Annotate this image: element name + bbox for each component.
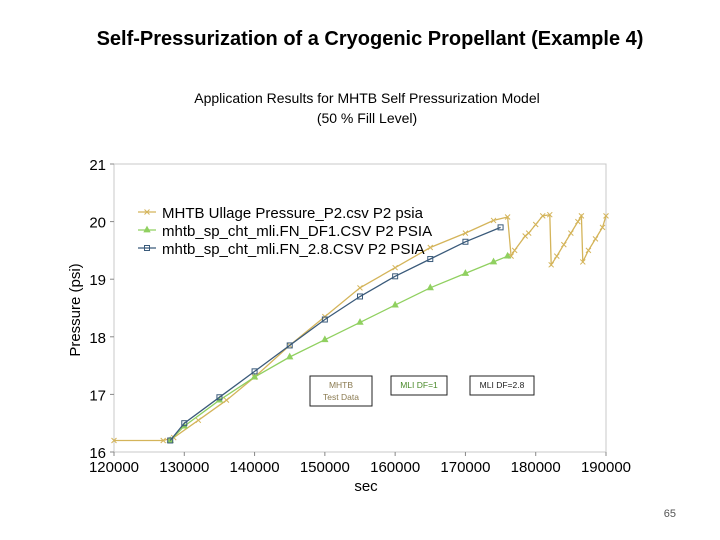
data-point [548,261,555,268]
data-point [144,209,150,215]
data-point [490,217,497,224]
chart-title-line-2: (50 % Fill Level) [316,110,418,126]
data-point [195,417,202,424]
data-point [489,257,498,265]
data-point [599,224,606,231]
legend-label: mhtb_sp_cht_mli.FN_DF1.CSV P2 PSIA [162,223,432,240]
data-point [321,316,328,323]
annotation-1: MHTB Test Data [309,375,373,407]
y-tick-label: 16 [89,445,106,462]
x-tick-label: 160000 [370,459,420,476]
data-point [250,372,259,380]
data-point [592,236,599,242]
series-line [169,226,501,441]
data-point [578,212,585,219]
series-layer [111,211,609,444]
data-point [603,212,609,219]
data-point [286,342,293,349]
annotation-box [390,375,448,396]
series-3 [167,224,504,444]
y-tick-label: 19 [89,272,106,289]
x-tick-label: 170000 [440,459,490,476]
y-tick-label: 17 [89,387,106,404]
legend-label: MHTB Ullage Pressure_P2.csv P2 psia [162,205,424,222]
data-point [504,214,511,220]
annotation-text: MLI DF=1 [400,380,438,390]
annotation-box [309,375,373,407]
data-point [167,437,174,444]
chart-title: Application Results for MHTB Self Pressu… [0,88,720,128]
data-point [462,238,469,245]
data-point [321,335,329,343]
data-point [111,437,117,444]
x-tick-label: 120000 [89,459,139,476]
data-point [392,264,398,271]
annotation-text: MHTB [329,380,353,390]
data-point [546,211,553,218]
data-point [525,230,532,236]
annotations: MHTB Test Data MLI DF=1 MLI DF=2.8 [309,375,535,407]
legend-item-2: mhtb_sp_cht_mli.FN_DF1.CSV P2 PSIA [138,223,432,240]
x-tick-label: 190000 [581,459,631,476]
data-point [216,394,223,401]
data-point [461,269,470,276]
x-axis-label: sec [354,478,378,495]
legend: MHTB Ullage Pressure_P2.csv P2 psiamhtb_… [138,205,432,258]
data-point [160,437,167,444]
data-point [181,420,188,427]
data-point [357,284,363,291]
data-point [579,259,586,265]
slide-title: Self-Pressurization of a Cryogenic Prope… [96,28,644,50]
data-point [144,245,150,251]
data-point [560,241,567,248]
data-point [462,230,469,236]
page-number: 65 [663,508,676,520]
data-point [356,318,364,325]
legend-item-1: MHTB Ullage Pressure_P2.csv P2 psia [138,205,424,222]
data-point [286,352,294,360]
annotation-text: Test Data [323,392,359,402]
data-point [532,221,539,228]
data-point [426,283,434,291]
x-tick-label: 180000 [511,459,561,476]
data-point [357,293,363,300]
data-point [391,300,399,308]
y-tick-label: 20 [89,215,106,232]
legend-item-3: mhtb_sp_cht_mli.FN_2.8.CSV P2 PSIA [138,241,425,258]
x-tick-label: 150000 [300,459,350,476]
y-tick-label: 21 [89,157,106,174]
data-point [553,253,560,260]
data-point [143,225,151,233]
annotation-2: MLI DF=1 [390,375,448,396]
data-point [497,224,504,231]
x-tick-label: 130000 [159,459,209,476]
data-point [575,218,581,225]
data-point [511,247,518,254]
y-axis: 16 17 18 19 20 21 [89,157,114,462]
x-axis: 120000 130000 140000 150000 160000 170000 1800… [89,452,631,476]
data-point [223,397,230,404]
y-tick-label: 18 [89,330,106,347]
annotation-text: MLI DF=2.8 [480,380,525,390]
annotation-box [469,375,535,396]
data-point [539,212,546,219]
legend-label: mhtb_sp_cht_mli.FN_2.8.CSV P2 PSIA [162,241,425,258]
data-point [585,247,592,254]
annotation-3: MLI DF=2.8 [469,375,535,396]
series-line [169,255,508,441]
data-point [427,244,434,251]
chart-title-line-1: Application Results for MHTB Self Pressu… [194,90,540,106]
data-point [392,273,399,280]
y-axis-label: Pressure (psi) [67,263,84,356]
data-point [251,368,258,375]
data-point [427,256,434,263]
data-point [568,230,574,236]
x-tick-label: 140000 [230,459,280,476]
data-point [503,251,512,259]
